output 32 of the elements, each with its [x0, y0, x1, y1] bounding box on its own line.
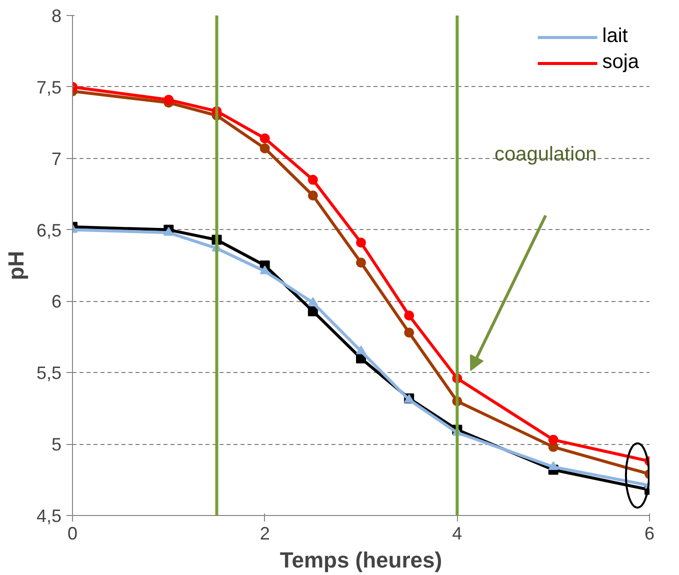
point — [260, 133, 270, 144]
point — [356, 238, 366, 248]
x-tick-label: 0 — [67, 524, 78, 544]
point — [404, 310, 414, 320]
y-tick-label: 5 — [51, 434, 62, 455]
point — [548, 434, 558, 445]
y-tick-label: 5,5 — [36, 363, 62, 384]
point — [308, 174, 318, 185]
annotation: coagulation — [494, 144, 597, 166]
y-tick-label: 7 — [51, 148, 62, 169]
point — [356, 346, 366, 354]
x-axis-title: Temps (heures) — [280, 548, 442, 572]
x-tick-label: 6 — [644, 524, 655, 544]
y-tick-label: 6,5 — [36, 220, 62, 240]
point — [308, 296, 318, 306]
point — [548, 461, 558, 470]
y-tick-label: 6 — [51, 292, 62, 312]
point — [356, 258, 366, 268]
y-tick-label: 8 — [51, 6, 62, 26]
point — [260, 143, 270, 154]
legend-label: lait — [602, 25, 628, 48]
x-tick-label: 2 — [260, 524, 270, 544]
y-axis-title: pH — [3, 250, 28, 280]
point — [404, 328, 414, 338]
legend-label: soja — [602, 51, 639, 74]
y-tick-label: 4,5 — [36, 506, 62, 526]
point — [308, 190, 318, 200]
point — [308, 306, 318, 316]
y-tick-label: 7,5 — [36, 77, 62, 98]
point — [260, 266, 270, 274]
x-tick-label: 4 — [452, 524, 462, 544]
point — [164, 94, 174, 105]
